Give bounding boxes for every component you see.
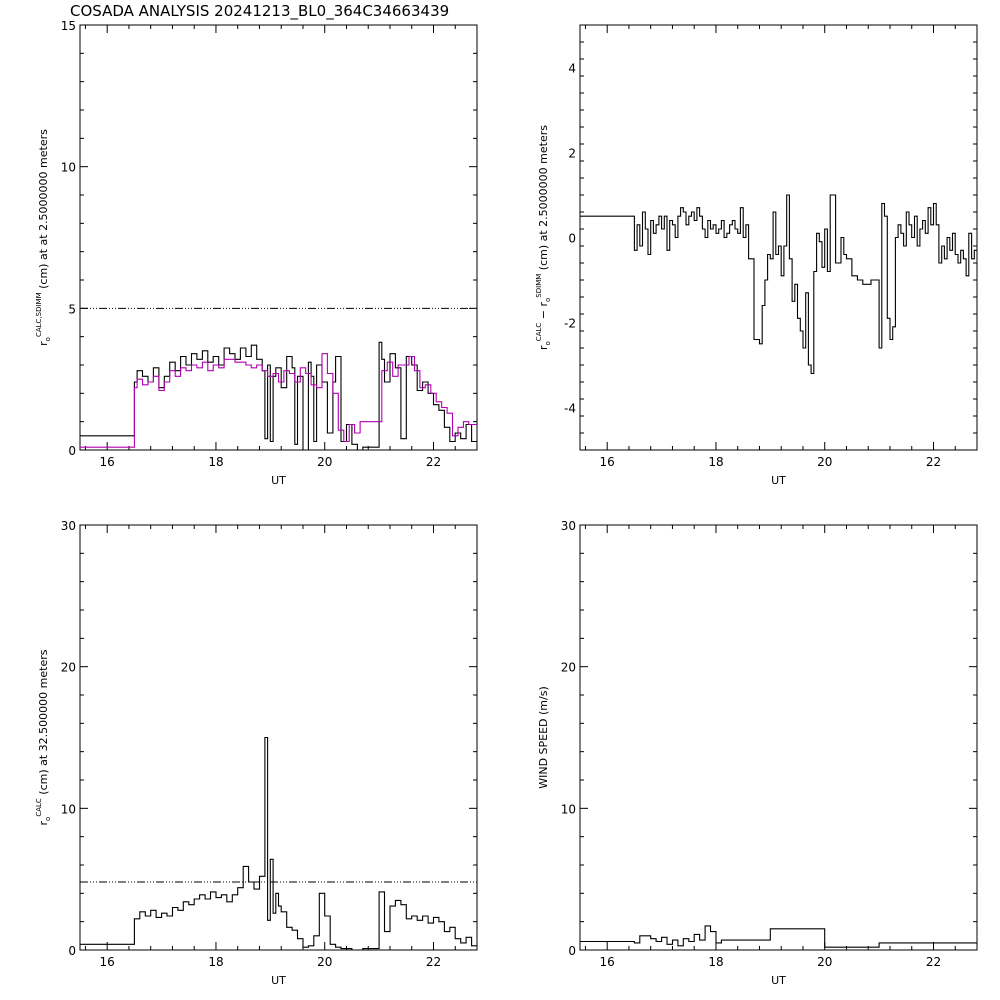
- y-tick-label: 20: [561, 661, 576, 675]
- y-tick-label: 20: [61, 661, 76, 675]
- y-tick-label: 0: [68, 944, 76, 958]
- y-tick-label: 30: [561, 519, 576, 533]
- x-tick-label: 20: [317, 455, 332, 469]
- x-tick-label: 16: [100, 955, 115, 969]
- y-tick-label: 0: [568, 232, 576, 246]
- plot-frame: [79, 24, 478, 451]
- panel-r0-comparison: 16 18 20 22 0 5 10 15 UT roCALC,SDIMM (cm) at at …: [35, 19, 478, 487]
- x-tick-label: 20: [817, 955, 832, 969]
- x-tick-label: 22: [426, 455, 441, 469]
- y-axis-label: roCALC − roSDIMM (cm) at 2.5000000 meter…: [535, 125, 552, 350]
- y-tick-label: 5: [68, 302, 76, 316]
- y-axis-label: WIND SPEED (m/s): [537, 686, 550, 789]
- series-line-1: [580, 925, 977, 948]
- y-tick-label: -4: [564, 402, 576, 416]
- y-tick-label: 2: [568, 147, 576, 161]
- y-tick-label: 4: [568, 62, 576, 76]
- x-tick-label: 20: [817, 455, 832, 469]
- x-tick-label: 18: [208, 955, 223, 969]
- x-tick-label: 16: [600, 455, 615, 469]
- panel-wind-speed: 16 18 20 22 0 10 20 30 UT WIND SPEED (m/s): [537, 519, 978, 987]
- y-tick-label: -2: [564, 317, 576, 331]
- series-line-1: [580, 194, 977, 375]
- x-tick-label: 18: [708, 455, 723, 469]
- y-axis-label: roCALC (cm) at 32.500000 meters: [35, 649, 52, 825]
- x-tick-label: 18: [208, 455, 223, 469]
- panel-r0-calc-32m: 16 18 20 22 0 10 20 30 UT roCALC (cm) at 32.50000…: [35, 519, 478, 987]
- y-tick-label: 10: [561, 802, 576, 816]
- series-line-2: [80, 353, 477, 448]
- x-tick-label: 22: [926, 955, 941, 969]
- x-tick-label: 16: [100, 455, 115, 469]
- series-line-1: [80, 341, 477, 450]
- y-tick-label: 0: [68, 444, 76, 458]
- y-tick-label: 30: [61, 519, 76, 533]
- x-axis-label: UT: [771, 474, 786, 487]
- plot-frame: [579, 24, 978, 451]
- y-tick-label: 10: [61, 802, 76, 816]
- figure-title: COSADA ANALYSIS 20241213_BL0_364C3466343…: [70, 2, 450, 20]
- x-tick-label: 20: [317, 955, 332, 969]
- x-axis-label: UT: [771, 974, 786, 987]
- y-tick-label: 15: [61, 19, 76, 33]
- series-line-1: [80, 736, 477, 950]
- y-tick-label: 0: [568, 944, 576, 958]
- x-axis-label: UT: [271, 474, 286, 487]
- x-tick-label: 22: [426, 955, 441, 969]
- y-axis-label: roCALC,SDIMM (cm) at at 2.5000000 meters: [35, 129, 52, 346]
- y-tick-label: 10: [61, 161, 76, 175]
- plot-frame: [79, 524, 478, 951]
- x-tick-label: 22: [926, 455, 941, 469]
- panel-r0-difference: 16 18 20 22 -4 -2 0 2 4 UT roCALC − roSDIMM (cm) a…: [535, 24, 978, 487]
- x-tick-label: 18: [708, 955, 723, 969]
- x-tick-label: 16: [600, 955, 615, 969]
- x-axis-label: UT: [271, 974, 286, 987]
- plot-frame: [579, 524, 978, 951]
